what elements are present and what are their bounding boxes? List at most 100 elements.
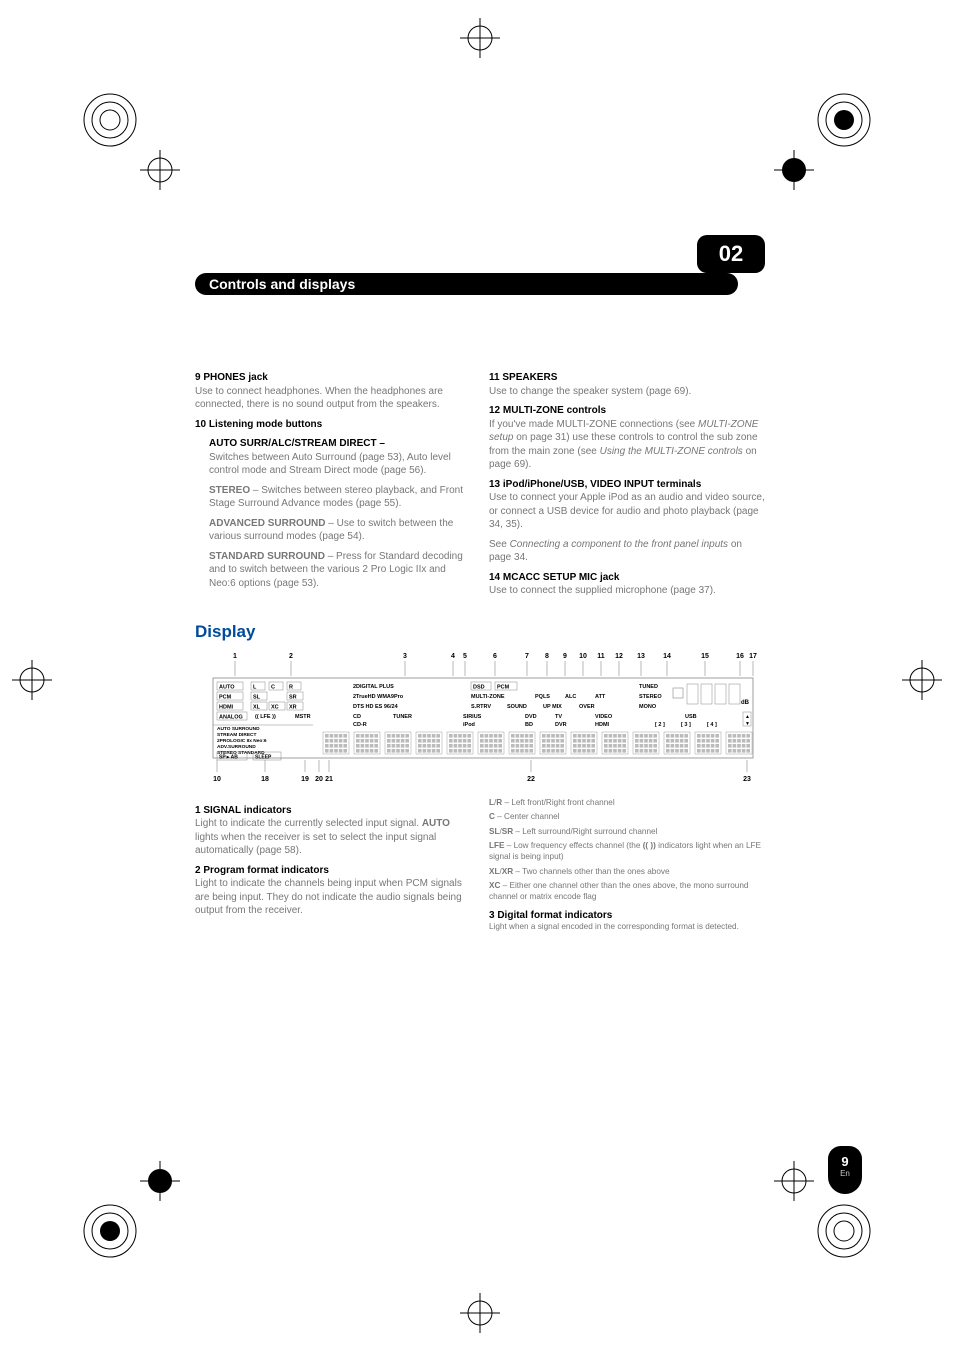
reg-cross-bl: [140, 1161, 180, 1201]
svg-text:USB: USB: [685, 714, 697, 720]
svg-text:9: 9: [563, 653, 567, 660]
item-13-body2: See Connecting a component to the front …: [489, 538, 765, 565]
item-10-sub3: STANDARD SURROUND – Press for Standard d…: [209, 550, 471, 591]
reg-corner-br: [814, 1201, 874, 1261]
channel-line: L/R – Left front/Right front channel: [489, 798, 765, 809]
svg-text:13: 13: [637, 653, 645, 660]
svg-text:R: R: [289, 684, 293, 690]
svg-text:SP►AB: SP►AB: [219, 754, 238, 760]
item-11-head: 11 SPEAKERS: [489, 371, 765, 385]
channel-line: XC – Either one channel other than the o…: [489, 881, 765, 902]
svg-text:MONO: MONO: [639, 704, 657, 710]
svg-text:XL: XL: [253, 704, 261, 710]
reg-mid-bottom: [460, 1293, 500, 1333]
svg-text:20: 20: [315, 776, 323, 783]
display-diagram: 1234567891011121314151617AUTOLCR2DIGITAL…: [195, 648, 765, 783]
svg-text:ANALOG: ANALOG: [219, 714, 243, 720]
item-3-body: Light when a signal encoded in the corre…: [489, 922, 765, 933]
reg-cross-tr: [774, 150, 814, 190]
reg-corner-tl: [80, 90, 140, 150]
svg-text:PCM: PCM: [219, 694, 232, 700]
svg-text:14: 14: [663, 653, 671, 660]
svg-text:2PROLOGIC IIx Neo:6: 2PROLOGIC IIx Neo:6: [217, 738, 267, 744]
page-lang: En: [828, 1169, 862, 1178]
svg-text:DVD: DVD: [525, 714, 537, 720]
svg-text:MULTI-ZONE: MULTI-ZONE: [471, 694, 505, 700]
svg-text:PQLS: PQLS: [535, 694, 550, 700]
item-9-body: Use to connect headphones. When the head…: [195, 385, 471, 412]
item-11-body: Use to change the speaker system (page 6…: [489, 385, 765, 399]
svg-text:DVR: DVR: [555, 722, 567, 728]
svg-text:22: 22: [527, 776, 535, 783]
item-10-sub0-body: Switches between Auto Surround (page 53)…: [209, 451, 471, 478]
svg-text:HDMI: HDMI: [219, 704, 234, 710]
item-13-head: 13 iPod/iPhone/USB, VIDEO INPUT terminal…: [489, 478, 765, 492]
svg-text:ATT: ATT: [595, 694, 606, 700]
svg-text:SOUND: SOUND: [507, 704, 527, 710]
svg-text:1: 1: [233, 653, 237, 660]
svg-text:TV: TV: [555, 714, 562, 720]
svg-text:6: 6: [493, 653, 497, 660]
item-10-sub1: STEREO – Switches between stereo playbac…: [209, 484, 471, 511]
svg-text:ALC: ALC: [565, 694, 576, 700]
svg-text:3: 3: [403, 653, 407, 660]
svg-text:21: 21: [325, 776, 333, 783]
item-13-body1: Use to connect your Apple iPod as an aud…: [489, 491, 765, 532]
svg-text:2TrueHD WMA9Pro: 2TrueHD WMA9Pro: [353, 694, 404, 700]
svg-text:L: L: [253, 684, 257, 690]
svg-text:HDMI: HDMI: [595, 722, 610, 728]
lower-right-column: L/R – Left front/Right front channelC – …: [489, 798, 765, 937]
page-content: 02 Controls and displays 9 PHONES jack U…: [195, 245, 765, 936]
svg-text:▼: ▼: [745, 721, 750, 727]
reg-mid-right: [902, 660, 942, 700]
item-1-body: Light to indicate the currently selected…: [195, 817, 471, 858]
svg-text:12: 12: [615, 653, 623, 660]
svg-text:15: 15: [701, 653, 709, 660]
lower-left-column: 1 SIGNAL indicators Light to indicate th…: [195, 798, 471, 937]
svg-text:4: 4: [451, 653, 455, 660]
svg-text:STEREO: STEREO: [639, 694, 662, 700]
svg-text:S.RTRV: S.RTRV: [471, 704, 491, 710]
svg-text:PCM: PCM: [497, 684, 510, 690]
display-section-title: Display: [195, 622, 765, 642]
channel-line: LFE – Low frequency effects channel (the…: [489, 841, 765, 862]
svg-text:8: 8: [545, 653, 549, 660]
svg-text:SLEEP: SLEEP: [255, 754, 272, 760]
left-column: 9 PHONES jack Use to connect headphones.…: [195, 365, 471, 604]
svg-text:▲: ▲: [745, 714, 750, 720]
reg-corner-tr: [814, 90, 874, 150]
svg-text:C: C: [271, 684, 275, 690]
chapter-header: 02 Controls and displays: [195, 245, 765, 295]
page-footer: 9 En: [802, 1146, 862, 1206]
svg-text:iPod: iPod: [463, 722, 475, 728]
svg-text:CD-R: CD-R: [353, 722, 367, 728]
svg-text:16: 16: [736, 653, 744, 660]
item-1-head: 1 SIGNAL indicators: [195, 804, 471, 818]
item-2-head: 2 Program format indicators: [195, 864, 471, 878]
svg-text:AUTO SURROUND: AUTO SURROUND: [217, 726, 260, 732]
svg-text:23: 23: [743, 776, 751, 783]
svg-text:[ 3 ]: [ 3 ]: [681, 722, 691, 728]
svg-text:DSD: DSD: [473, 684, 485, 690]
svg-text:2DIGITAL PLUS: 2DIGITAL PLUS: [353, 684, 394, 690]
svg-text:BD: BD: [525, 722, 533, 728]
svg-text:[ 2 ]: [ 2 ]: [655, 722, 665, 728]
reg-corner-bl: [80, 1201, 140, 1261]
item-12-body: If you've made MULTI-ZONE connections (s…: [489, 418, 765, 472]
svg-text:AUTO: AUTO: [219, 684, 235, 690]
item-10-head: 10 Listening mode buttons: [195, 418, 471, 432]
lower-columns: 1 SIGNAL indicators Light to indicate th…: [195, 798, 765, 937]
page-number: 9: [828, 1146, 862, 1169]
svg-text:OVER: OVER: [579, 704, 595, 710]
svg-text:[ 4 ]: [ 4 ]: [707, 722, 717, 728]
svg-text:5: 5: [463, 653, 467, 660]
reg-mid-top: [460, 18, 500, 58]
item-14-head: 14 MCACC SETUP MIC jack: [489, 571, 765, 585]
svg-text:dB: dB: [741, 700, 750, 706]
channel-line: XL/XR – Two channels other than the ones…: [489, 867, 765, 878]
svg-text:SR: SR: [289, 694, 297, 700]
item-10-sub0-head: AUTO SURR/ALC/STREAM DIRECT –: [209, 437, 471, 451]
item-2-body: Light to indicate the channels being inp…: [195, 877, 471, 918]
svg-text:(( LFE )): (( LFE )): [255, 714, 276, 720]
svg-text:19: 19: [301, 776, 309, 783]
